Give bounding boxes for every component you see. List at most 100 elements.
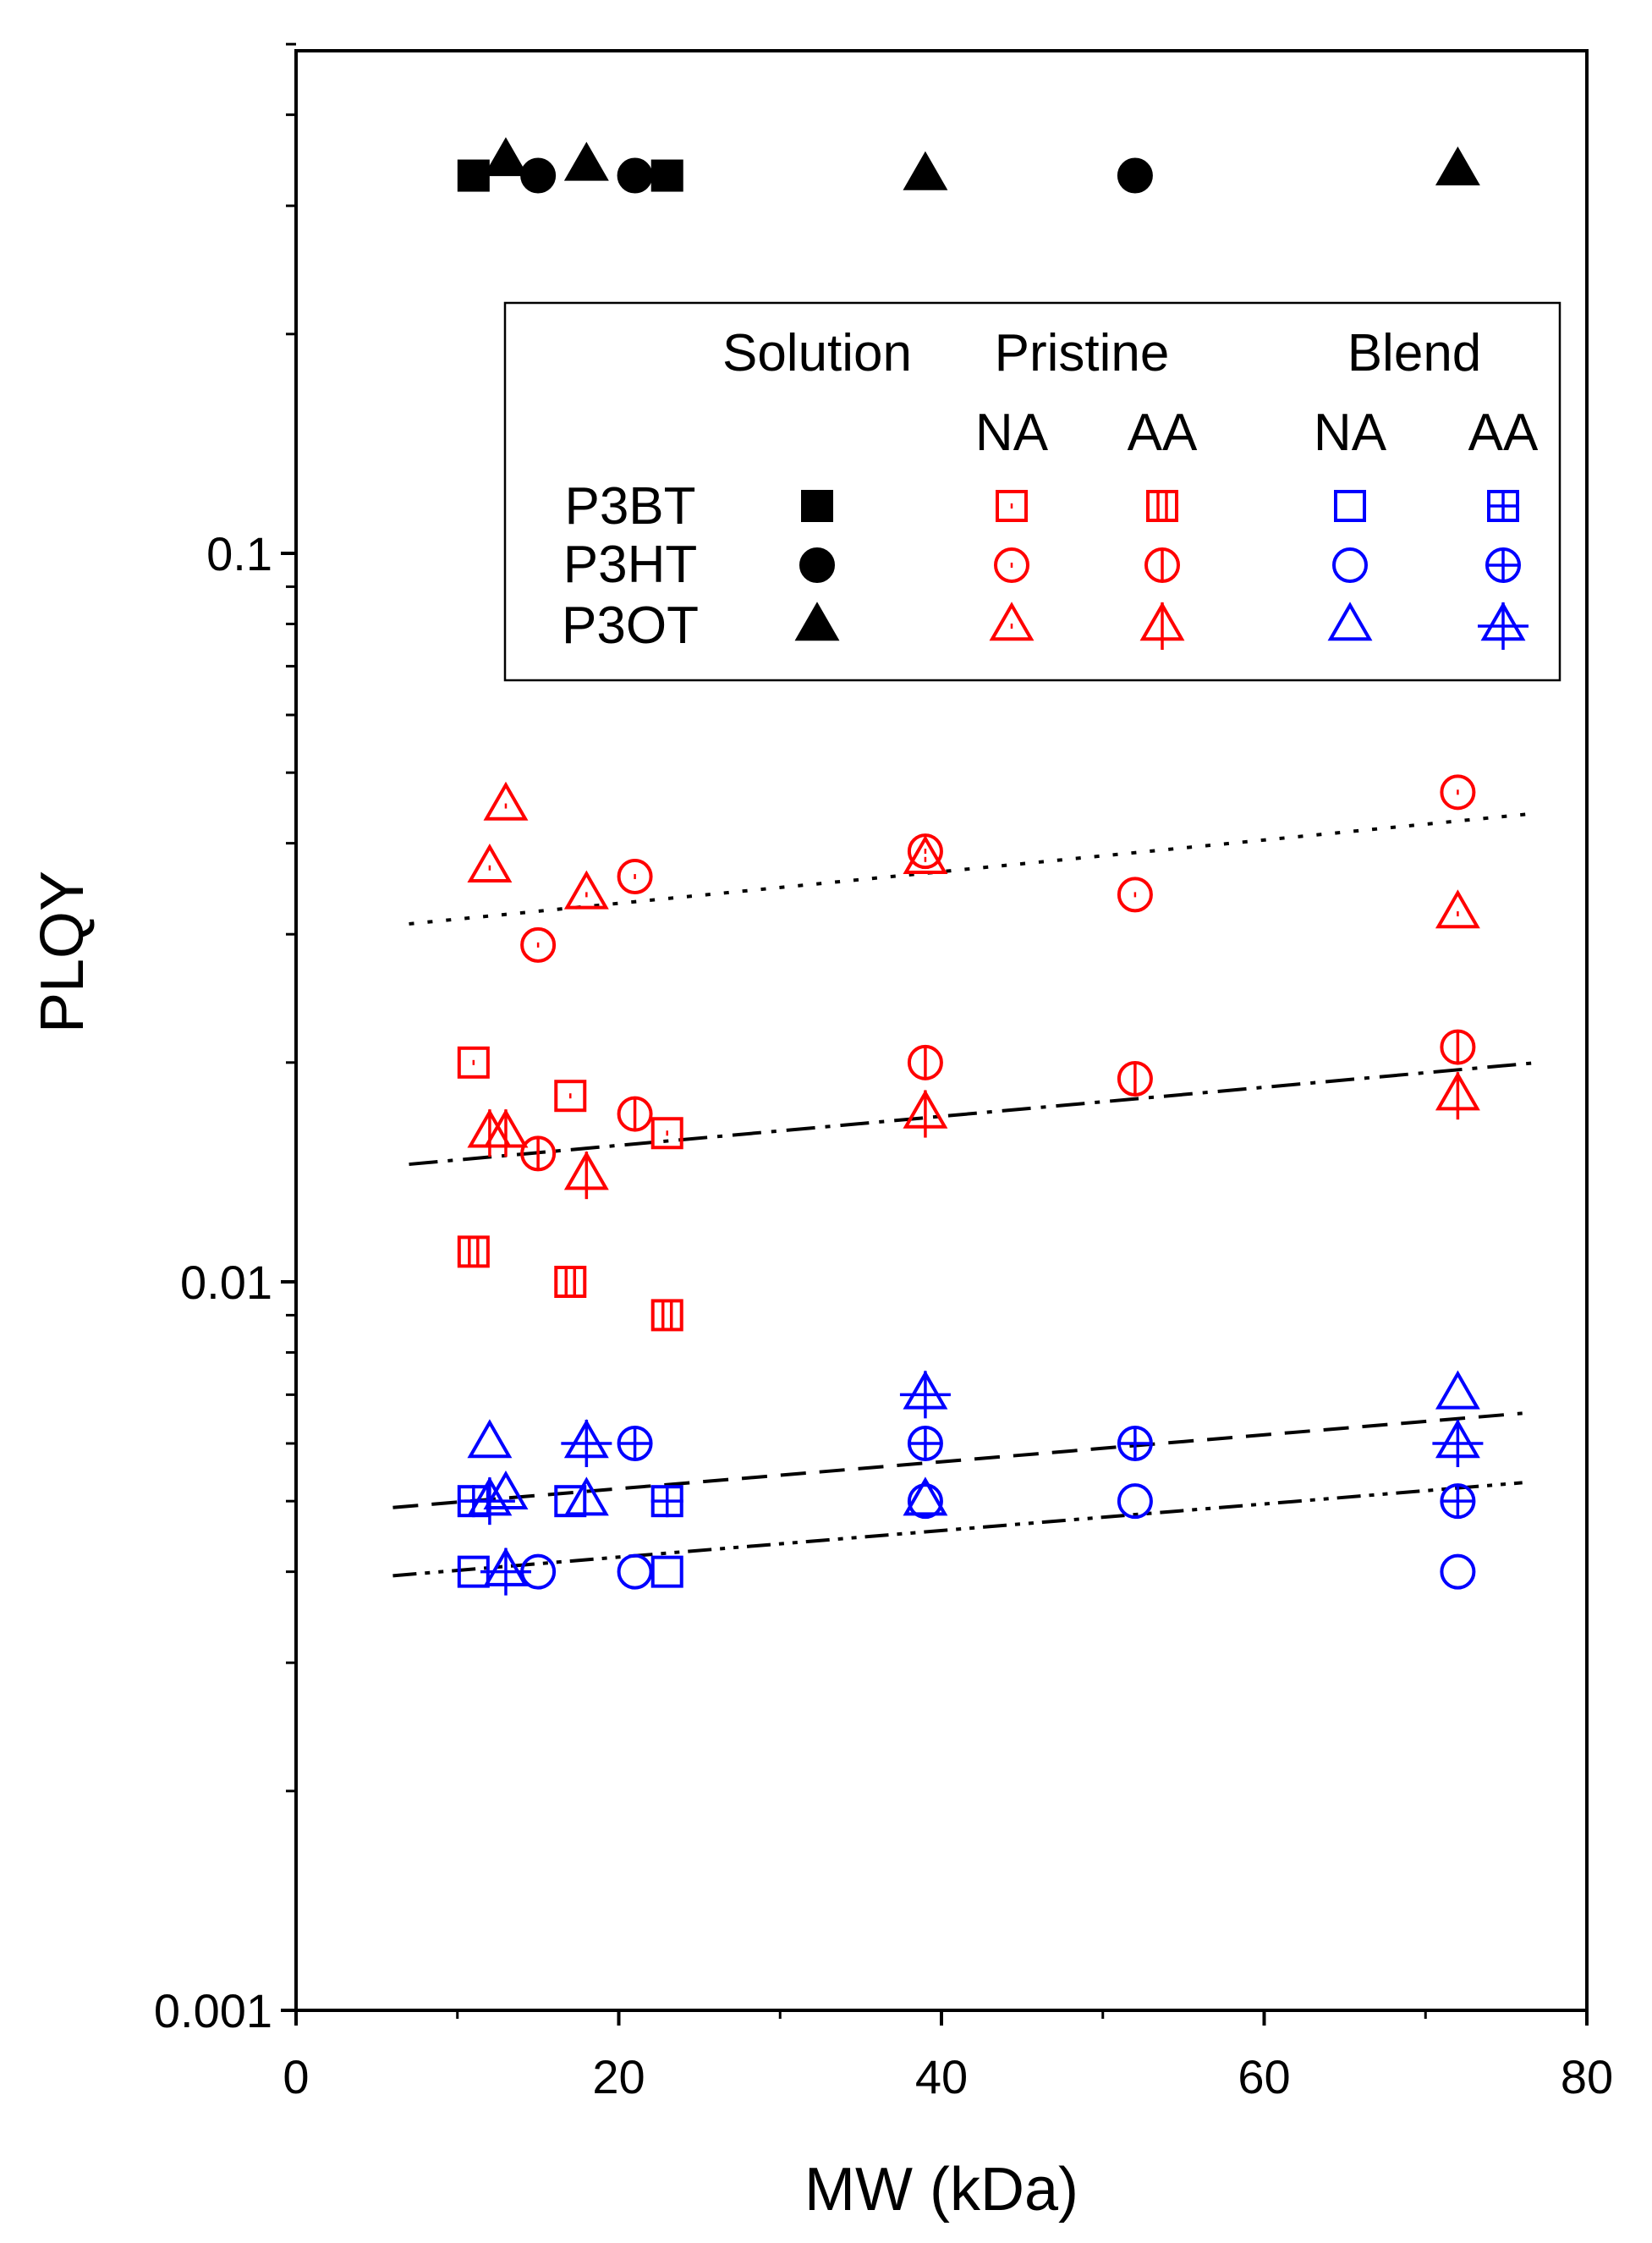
x-tick-label: 0 — [283, 2050, 309, 2103]
y-tick-label: 0.01 — [180, 1256, 272, 1309]
legend-subheader-blend-na: NA — [1314, 404, 1387, 462]
y-tick-label: 0.001 — [154, 1984, 272, 2037]
data-point — [1117, 877, 1153, 913]
series-p3ot-pristine-na — [467, 781, 1480, 929]
data-point — [467, 843, 513, 882]
x-tick-label: 40 — [915, 2050, 968, 2103]
series-p3ht-blend-aa — [617, 1426, 1476, 1520]
data-point — [561, 1419, 612, 1468]
legend-symbol-p3ot-solution — [794, 602, 840, 641]
series-p3ot-blend-aa — [464, 1370, 1484, 1596]
legend-symbol-p3ht-pristine-aa — [1144, 547, 1180, 583]
legend-symbol-p3bt-pristine-na — [996, 490, 1028, 522]
data-point — [563, 141, 609, 181]
legend-symbol-p3bt-blend-aa — [1487, 490, 1519, 522]
legend-header-pristine: Pristine — [995, 324, 1170, 382]
legend-subheader-pristine-na: NA — [975, 404, 1049, 462]
trend-line — [409, 811, 1539, 926]
data-point — [1440, 1029, 1476, 1065]
data-point — [563, 870, 609, 910]
y-tick-label: 0.1 — [206, 527, 272, 580]
series-p3bt-solution — [457, 159, 683, 192]
legend-header-blend: Blend — [1347, 324, 1482, 382]
legend-symbol-p3bt-solution — [801, 490, 833, 522]
data-point — [483, 137, 529, 177]
legend-symbol-p3ht-pristine-na — [994, 547, 1029, 583]
data-point — [483, 781, 529, 821]
data-point — [1440, 1483, 1476, 1520]
trend-line — [392, 1481, 1523, 1578]
series-p3ot-solution — [483, 137, 1480, 190]
data-point — [903, 151, 948, 190]
data-point — [480, 1547, 531, 1596]
x-tick-label: 20 — [592, 2050, 645, 2103]
data-point — [903, 1089, 948, 1138]
x-axis-label: MW (kDa) — [804, 2156, 1078, 2224]
data-point — [617, 1426, 653, 1462]
legend-symbol-p3bt-blend-na — [1334, 490, 1366, 522]
data-point — [650, 1299, 683, 1332]
data-point — [1117, 1060, 1153, 1097]
data-point — [617, 157, 653, 194]
data-point — [457, 1235, 490, 1268]
data-point — [907, 1044, 943, 1080]
data-point — [1117, 1483, 1153, 1520]
legend-symbol-p3ht-solution — [799, 547, 835, 583]
data-point — [467, 1419, 513, 1459]
data-point — [1435, 146, 1480, 186]
y-axis-label: PLQY — [29, 871, 96, 1033]
x-tick-label: 80 — [1561, 2050, 1613, 2103]
data-point — [650, 159, 683, 192]
data-point — [563, 1151, 609, 1200]
data-point — [1435, 1071, 1480, 1120]
legend-subheader-pristine-aa: AA — [1128, 404, 1198, 462]
legend-symbol-p3ot-blend-na — [1327, 602, 1373, 641]
data-point — [650, 1555, 683, 1588]
x-axis-ticks: 0 20 40 60 80 — [283, 2010, 1613, 2103]
data-point — [554, 1080, 587, 1113]
legend-box — [503, 301, 1561, 682]
data-point — [650, 1485, 683, 1518]
data-point — [903, 1476, 948, 1516]
legend-symbol-p3bt-pristine-aa — [1146, 490, 1178, 522]
series-p3bt-pristine-aa — [457, 1235, 683, 1332]
data-point — [907, 1483, 943, 1520]
series-p3ht-blend-na — [520, 1483, 1476, 1590]
legend-subheader-blend-aa: AA — [1468, 404, 1539, 462]
data-point — [457, 1046, 490, 1079]
data-point — [520, 926, 557, 963]
legend-symbols — [794, 490, 1529, 650]
legend-symbol-p3ot-blend-aa — [1478, 602, 1529, 650]
series-p3bt-pristine-na — [457, 1046, 683, 1150]
data-point — [907, 1426, 943, 1462]
data-point — [617, 1096, 653, 1132]
data-point — [903, 834, 948, 875]
legend-header-solution: Solution — [722, 324, 912, 382]
data-point — [1440, 1553, 1476, 1590]
data-point — [1117, 157, 1153, 194]
data-point — [1432, 1419, 1484, 1468]
data-point — [554, 1266, 587, 1298]
data-point — [617, 1553, 653, 1590]
legend-row-label-p3bt: P3BT — [564, 477, 695, 536]
data-point — [483, 1108, 529, 1157]
data-point — [483, 1470, 529, 1509]
data-point — [464, 1476, 515, 1526]
legend-symbol-p3ot-pristine-na — [989, 602, 1035, 641]
data-point — [1435, 1370, 1480, 1410]
trend-line — [392, 1411, 1523, 1509]
data-point — [899, 1370, 951, 1419]
y-axis-ticks: 0.001 0.01 0.1 — [154, 527, 296, 2037]
legend-symbol-p3ot-pristine-aa — [1139, 602, 1185, 650]
trend-lines — [392, 811, 1539, 1578]
legend-symbol-p3ht-blend-na — [1332, 547, 1368, 583]
trend-line — [409, 1060, 1539, 1167]
legend-row-label-p3ht: P3HT — [563, 536, 697, 594]
series-p3ht-pristine-aa — [520, 1029, 1476, 1172]
x-tick-label: 60 — [1238, 2050, 1290, 2103]
legend: Solution Pristine Blend NA AA NA AA P3BT… — [503, 301, 1561, 682]
data-point — [520, 1135, 557, 1172]
data-point — [1440, 774, 1476, 811]
series-p3ht-solution — [520, 157, 1153, 194]
